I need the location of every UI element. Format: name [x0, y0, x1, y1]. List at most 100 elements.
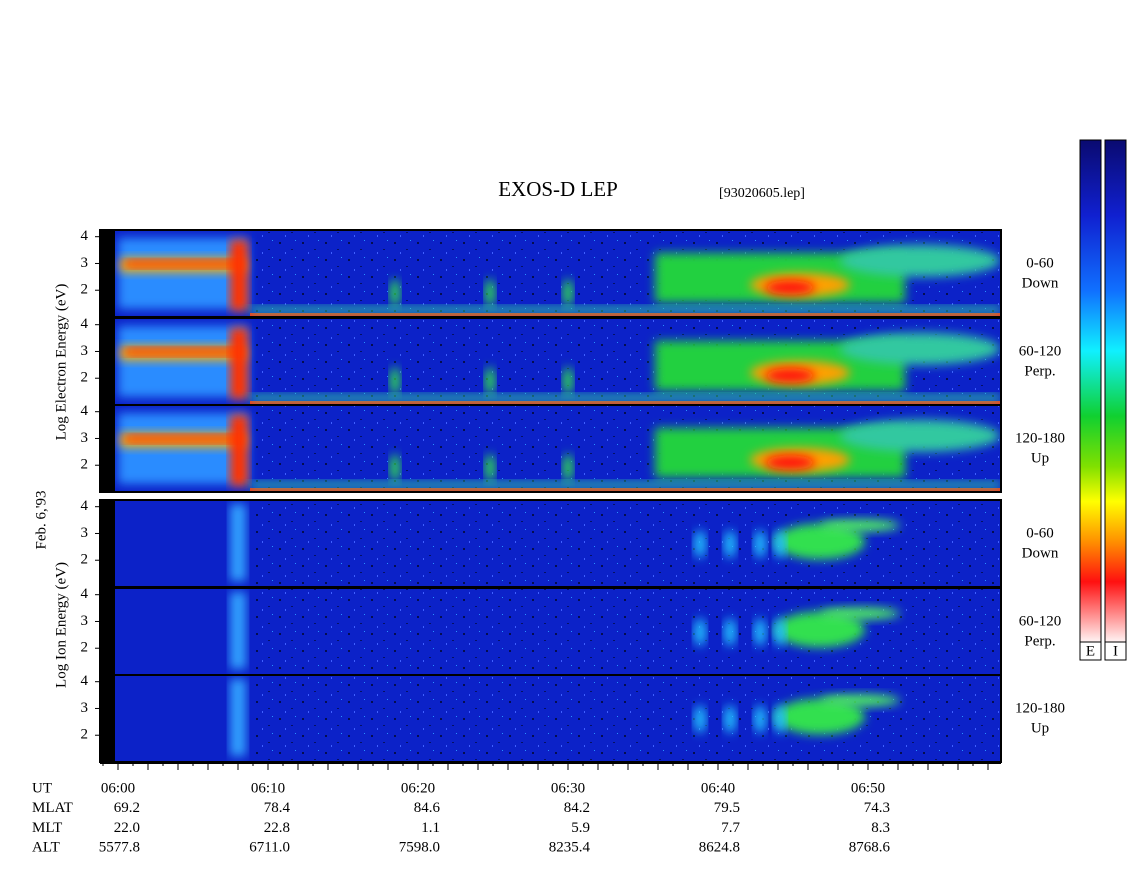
left-bar	[100, 588, 115, 675]
hot	[765, 280, 815, 295]
ephemeris-value: 5.9	[571, 820, 590, 836]
row-label: UT	[32, 780, 52, 796]
y-tick-label: 3	[81, 255, 89, 271]
pitch-range: 60-120	[1019, 613, 1062, 629]
pitch-direction: Up	[1031, 720, 1049, 736]
spectrogram	[100, 675, 1001, 762]
chart-title: EXOS-D LEP	[498, 177, 618, 201]
colorbar-box	[1104, 641, 1127, 661]
ephemeris-value: 79.5	[714, 800, 740, 816]
floor-glow	[250, 395, 1001, 401]
pitch-direction: Down	[1022, 545, 1059, 561]
pitch-range: 0-60	[1026, 525, 1054, 541]
spike	[754, 618, 766, 647]
green	[840, 332, 1000, 365]
floor-glow	[250, 482, 1001, 488]
y-tick-label: 2	[81, 282, 89, 298]
y-tick-label: 4	[81, 586, 89, 602]
noise	[250, 500, 1001, 587]
ephemeris-value: 1.1	[421, 820, 440, 836]
ephemeris-value: 8.3	[871, 820, 890, 836]
hot	[765, 368, 815, 383]
spectrogram	[100, 405, 1001, 492]
spike	[694, 705, 706, 734]
pitch-direction: Perp.	[1024, 633, 1055, 649]
y-tick-label: 3	[81, 343, 89, 359]
y-tick-label: 2	[81, 727, 89, 743]
y-tick-label: 2	[81, 640, 89, 656]
time-label: 06:30	[551, 780, 585, 796]
y-tick-label: 4	[81, 498, 89, 514]
ephemeris-value: 6711.0	[249, 840, 290, 856]
spectrogram	[100, 230, 1001, 317]
spike	[724, 705, 736, 734]
spike	[754, 530, 766, 559]
spike	[724, 618, 736, 647]
spike	[390, 366, 400, 395]
spike	[774, 530, 786, 559]
spike	[485, 453, 495, 482]
file-name: [93020605.lep]	[719, 186, 805, 201]
spike	[754, 705, 766, 734]
ephemeris-value: 69.2	[114, 800, 140, 816]
time-label: 06:50	[851, 780, 885, 796]
pitch-range: 120-180	[1015, 700, 1065, 716]
ephemeris-value: 7598.0	[399, 840, 440, 856]
spike	[774, 705, 786, 734]
hot	[765, 455, 815, 470]
green	[820, 607, 900, 620]
pitch-range: 0-60	[1026, 255, 1054, 271]
ephemeris-value: 78.4	[264, 800, 291, 816]
y-tick-label: 4	[81, 403, 89, 419]
ephemeris-value: 84.6	[414, 800, 441, 816]
left-bar	[100, 318, 115, 405]
left-bar	[100, 405, 115, 492]
spike	[563, 453, 573, 482]
pitch-direction: Up	[1031, 450, 1049, 466]
left-bar	[100, 230, 115, 317]
row-label: ALT	[32, 840, 60, 856]
time-label: 06:40	[701, 780, 735, 796]
colorbar-label: I	[1113, 643, 1118, 659]
ephemeris-value: 84.2	[564, 800, 590, 816]
spectrogram	[100, 588, 1001, 675]
spike	[485, 278, 495, 307]
colorbar-label: E	[1086, 643, 1095, 659]
y-tick-label: 2	[81, 457, 89, 473]
spike	[774, 618, 786, 647]
ephemeris-value: 5577.8	[99, 840, 140, 856]
band	[125, 260, 240, 267]
band	[230, 240, 248, 311]
floor	[250, 401, 1001, 404]
burst	[230, 592, 246, 669]
floor	[250, 488, 1001, 491]
time-label: 06:20	[401, 780, 435, 796]
spike	[694, 618, 706, 647]
green	[775, 611, 865, 648]
spike	[563, 278, 573, 307]
band	[230, 415, 248, 486]
panel-frame	[99, 404, 1002, 493]
floor	[250, 313, 1001, 316]
ephemeris-value: 22.0	[114, 820, 140, 836]
y-tick-label: 3	[81, 430, 89, 446]
left-bar	[100, 500, 115, 587]
y-tick-label: 3	[81, 700, 89, 716]
green	[840, 244, 1000, 277]
y-tick-label: 3	[81, 525, 89, 541]
green	[775, 523, 865, 560]
noise	[250, 675, 1001, 762]
colorbar-box	[1079, 641, 1102, 661]
pitch-range: 60-120	[1019, 343, 1062, 359]
band	[230, 328, 248, 399]
band	[125, 348, 240, 355]
noise	[250, 588, 1001, 675]
spike	[390, 278, 400, 307]
green	[820, 519, 900, 532]
green	[820, 694, 900, 707]
spike	[694, 530, 706, 559]
ephemeris-value: 7.7	[721, 820, 740, 836]
green	[840, 419, 1000, 452]
axis-label: Log Ion Energy (eV)	[53, 562, 69, 688]
